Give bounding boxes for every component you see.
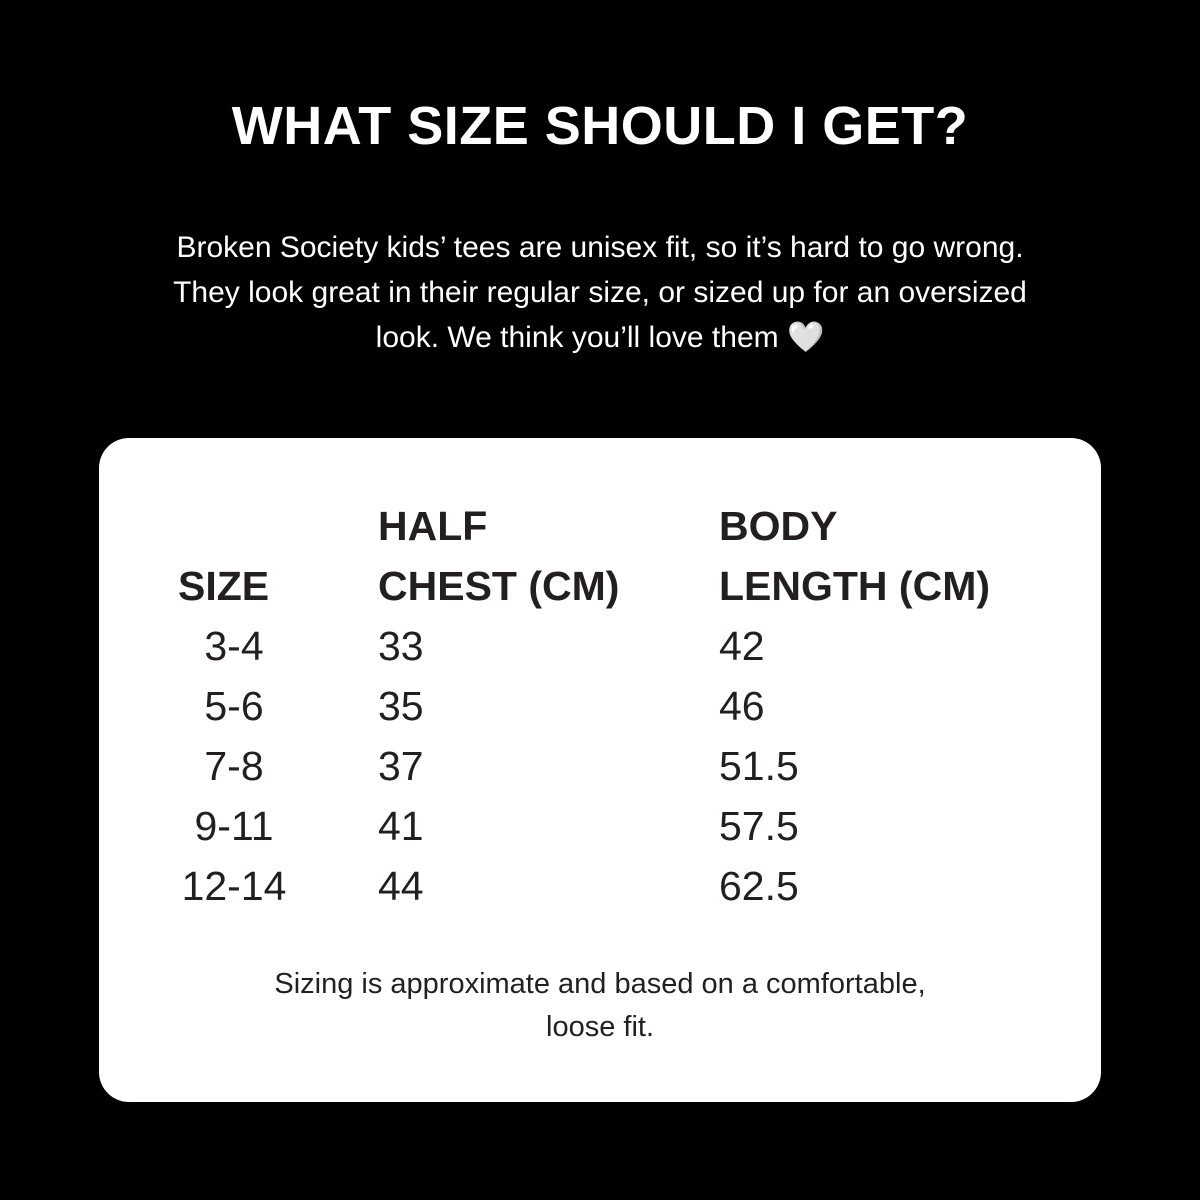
intro-paragraph: Broken Society kids’ tees are unisex fit… <box>173 231 1027 354</box>
size-cell: 7-8 <box>204 743 264 789</box>
size-cell: 5-6 <box>204 683 264 729</box>
chest-cell: 33 <box>378 623 424 669</box>
length-cell: 42 <box>719 623 765 669</box>
intro-text: Broken Society kids’ tees are unisex fit… <box>150 225 1050 360</box>
size-cell: 9-11 <box>194 803 274 849</box>
size-cell: 12-14 <box>181 863 287 909</box>
white-heart-icon: 🤍 <box>786 321 825 354</box>
header-size: SIZE <box>178 563 270 609</box>
footnote: Sizing is approximate and based on a com… <box>274 968 926 1043</box>
chest-cell: 37 <box>378 743 424 789</box>
header-half-chest: HALF CHEST (CM) <box>378 503 620 609</box>
length-cell: 51.5 <box>719 743 799 789</box>
length-cell: 46 <box>719 683 765 729</box>
length-cell: 62.5 <box>719 863 799 909</box>
chest-cell: 35 <box>378 683 424 729</box>
page-title: WHAT SIZE SHOULD I GET? <box>231 96 969 156</box>
size-cell: 3-4 <box>204 623 264 669</box>
chest-cell: 41 <box>378 803 424 849</box>
chest-cell: 44 <box>378 863 424 909</box>
header-body-length: BODY LENGTH (CM) <box>719 503 991 609</box>
length-cell: 57.5 <box>719 803 799 849</box>
size-chart-card: SIZE HALF CHEST (CM) BODY LENGTH (CM) 3-… <box>99 438 1101 1102</box>
